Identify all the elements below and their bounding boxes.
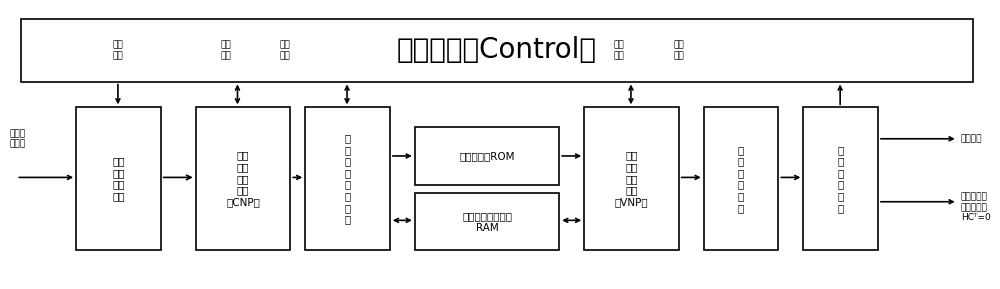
Text: 控制模块（Control）: 控制模块（Control） — [397, 36, 597, 64]
FancyBboxPatch shape — [415, 193, 559, 250]
Text: 开始
译码: 开始 译码 — [113, 41, 123, 60]
FancyBboxPatch shape — [704, 107, 778, 250]
FancyBboxPatch shape — [76, 107, 161, 250]
FancyBboxPatch shape — [21, 18, 973, 81]
Text: 更新
结束: 更新 结束 — [280, 41, 291, 60]
FancyBboxPatch shape — [196, 107, 290, 250]
Text: 输
出
缓
存
模
块: 输 出 缓 存 模 块 — [738, 145, 744, 213]
Text: 开始
更新: 开始 更新 — [220, 41, 231, 60]
Text: 地址控制器ROM: 地址控制器ROM — [459, 151, 515, 161]
FancyBboxPatch shape — [305, 107, 390, 250]
FancyBboxPatch shape — [415, 127, 559, 185]
Text: 变量
节点
处理
模块
（VNP）: 变量 节点 处理 模块 （VNP） — [615, 151, 648, 207]
Text: 译
码
判
决
模
块: 译 码 判 决 模 块 — [838, 145, 844, 213]
Text: 中
间
信
息
存
储
模
块: 中 间 信 息 存 储 模 块 — [344, 133, 351, 225]
Text: 初始
数据
缓冲
模块: 初始 数据 缓冲 模块 — [112, 156, 125, 201]
Text: 更新
结束: 更新 结束 — [673, 41, 684, 60]
Text: 开始
更新: 开始 更新 — [614, 41, 624, 60]
FancyBboxPatch shape — [803, 107, 878, 250]
FancyBboxPatch shape — [584, 107, 679, 250]
Text: 初始数
据量化: 初始数 据量化 — [9, 129, 25, 149]
Text: 校验
节点
处理
模块
（CNP）: 校验 节点 处理 模块 （CNP） — [226, 151, 260, 207]
Text: 后验概率信息存储
RAM: 后验概率信息存储 RAM — [462, 211, 512, 233]
Text: 译码输出: 译码输出 — [961, 134, 982, 143]
Text: 达到最大迭
代次数，或
HCᵀ=0: 达到最大迭 代次数，或 HCᵀ=0 — [961, 192, 990, 222]
